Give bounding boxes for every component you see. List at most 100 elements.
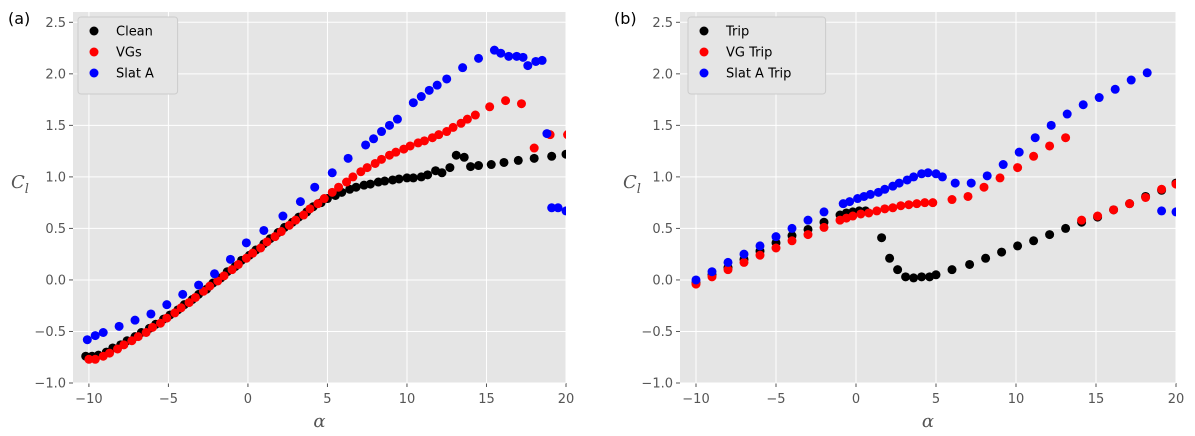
data-point [130,315,140,325]
panel-label: (b) [614,9,637,28]
data-point [819,222,829,232]
data-point [259,225,269,235]
data-point [909,172,919,182]
data-point [523,61,533,71]
legend-label: VG Trip [726,46,772,61]
data-point [1077,215,1087,225]
data-point [518,52,528,62]
data-point [896,201,906,211]
data-point [912,199,922,209]
data-point [391,147,401,157]
x-tick-label: 15 [478,392,495,407]
data-point [561,206,566,216]
x-tick-label: −5 [766,392,785,407]
data-point [931,270,941,280]
x-tick-label: 15 [1088,392,1105,407]
data-point [1045,230,1055,240]
data-point [1094,93,1104,103]
data-point [343,153,353,163]
data-point [113,344,123,354]
x-tick-label: 20 [558,392,575,407]
data-point [787,223,797,233]
data-point [1061,223,1071,233]
data-point [504,51,514,61]
data-point [537,55,547,65]
data-point [979,182,989,192]
legend-label: Slat A Trip [726,67,791,82]
data-point [880,184,890,194]
data-points [691,68,1176,289]
data-point [442,127,452,137]
y-tick-label: 0.5 [45,222,66,237]
data-point [384,120,394,130]
data-point [342,177,352,187]
legend-marker [699,47,709,57]
data-point [146,309,156,319]
x-tick-label: 0 [852,392,860,407]
data-point [365,179,375,189]
chart-panel-a: −10 −5 0 5 10 15 20 −1.0 −0.5 0.0 0.5 1.0 1.5 2.0 2.5 α… [8,9,574,432]
data-point [563,130,566,139]
data-point [1030,133,1040,143]
data-point [284,220,294,230]
y-axis-label-main: C [11,172,25,193]
data-point [1029,151,1039,161]
data-point [82,335,92,345]
series-vgs [84,96,566,364]
data-point [348,172,358,182]
y-tick-label: 2.5 [45,16,66,31]
data-point [501,96,511,106]
data-point [313,199,323,209]
x-tick-label: 10 [1008,392,1025,407]
data-point [162,313,172,323]
data-point [178,289,188,299]
data-point [755,241,765,251]
data-point [723,257,733,267]
legend-marker [699,68,709,78]
data-point [291,215,301,225]
data-point [241,253,251,263]
data-point [880,204,890,214]
data-point [408,98,418,108]
legend-box [77,16,179,95]
data-point [356,167,366,177]
data-point [947,195,957,205]
x-tick-label: −10 [682,392,709,407]
data-point [377,127,387,137]
data-point [155,318,165,328]
y-axis-label-subscript: l [637,182,641,197]
data-point [547,203,557,213]
data-point [105,348,115,358]
data-point [362,163,372,173]
data-point [176,303,186,313]
data-point [755,250,765,260]
panel-label: (a) [8,9,30,28]
data-point [466,162,476,172]
data-point [1078,100,1088,110]
data-point [1141,193,1151,202]
data-point [437,168,447,178]
legend-label: VGs [116,46,142,61]
data-point [485,102,495,112]
data-point [474,161,484,171]
data-point [458,63,468,73]
data-point [885,253,895,263]
data-point [856,209,866,219]
data-point [909,273,919,283]
data-point [377,154,387,164]
x-tick-label: 5 [323,392,331,407]
data-point [893,265,903,275]
data-point [310,182,320,192]
data-point [380,176,390,186]
data-point [445,163,455,173]
data-point [966,178,976,188]
data-point [904,200,914,210]
data-point [995,173,1005,183]
data-point [937,172,947,182]
data-point [803,230,813,240]
y-tick-label: 0.0 [652,273,673,288]
x-tick-label: −5 [159,392,178,407]
data-point [448,122,458,132]
data-point [319,194,329,204]
